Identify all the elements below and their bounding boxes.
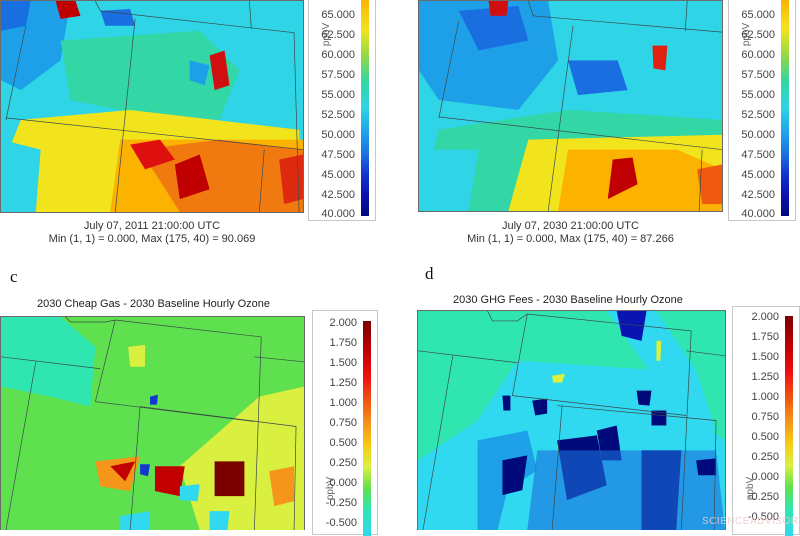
legend-tick: 0.250 [329, 457, 357, 469]
panel-label-d: d [425, 264, 434, 283]
legend-tick: -0.500 [747, 511, 779, 523]
legend-tick: -0.250 [325, 497, 357, 509]
legend-tick: 1.000 [751, 391, 779, 403]
legend-tick: 42.500 [321, 189, 355, 201]
colorbar-legend-panel-c: ppbV 2.000 1.750 1.500 1.250 1.000 0.750… [312, 310, 378, 536]
legend-tick: -0.500 [325, 517, 357, 529]
panel-title-d: 2030 GHG Fees - 2030 Baseline Hourly Ozo… [453, 294, 683, 306]
legend-tick: 0.500 [329, 437, 357, 449]
legend-tick: 42.500 [741, 189, 775, 201]
legend-tick: 60.000 [321, 49, 355, 61]
legend-tick: 0.250 [751, 451, 779, 463]
ozone-field-2030 [419, 1, 722, 211]
legend-tick: 1.250 [329, 377, 357, 389]
legend-tick: 62.500 [741, 29, 775, 41]
ozone-difference-field-cheap-gas [1, 317, 304, 530]
legend-tick: 1.000 [329, 397, 357, 409]
legend-tick: 57.500 [321, 69, 355, 81]
legend-tick: 0.750 [751, 411, 779, 423]
legend-tick: 60.000 [741, 49, 775, 61]
legend-tick: 65.000 [741, 9, 775, 21]
colorbar-legend-panel-d: ppbV 2.000 1.750 1.500 1.250 1.000 0.750… [732, 306, 800, 536]
legend-tick: 0.500 [751, 431, 779, 443]
map-panel-d-ghg-fees-difference [417, 310, 726, 530]
legend-tick: 55.000 [321, 89, 355, 101]
map-panel-b-2030-ozone [418, 0, 723, 212]
caption-minmax: Min (1, 1) = 0.000, Max (175, 40) = 90.0… [48, 233, 256, 245]
legend-tick: 52.500 [321, 109, 355, 121]
legend-tick: 65.000 [321, 9, 355, 21]
colorbar [785, 316, 793, 536]
legend-tick: 0.750 [329, 417, 357, 429]
legend-tick: 52.500 [741, 109, 775, 121]
legend-tick: 0.000 [751, 471, 779, 483]
colorbar-legend-panel-b: ppbV 65.000 62.500 60.000 57.500 55.000 … [728, 0, 796, 221]
map-panel-a-2011-ozone [0, 0, 304, 213]
colorbar [361, 0, 369, 216]
caption-timestamp: July 07, 2011 21:00:00 UTC [83, 220, 221, 232]
legend-tick: 55.000 [741, 89, 775, 101]
caption-minmax: Min (1, 1) = 0.000, Max (175, 40) = 87.2… [467, 233, 674, 245]
watermark: SCIENCEADVISOR [702, 516, 799, 527]
ozone-field-2011 [1, 1, 303, 212]
legend-tick: 0.000 [329, 477, 357, 489]
legend-tick: 1.750 [751, 331, 779, 343]
legend-tick: 1.750 [329, 337, 357, 349]
colorbar [363, 321, 371, 536]
legend-tick: 62.500 [321, 29, 355, 41]
colorbar-legend-panel-a: ppbV 65.000 62.500 60.000 57.500 55.000 … [308, 0, 376, 221]
ozone-difference-field-ghg-fees [418, 311, 725, 530]
legend-tick: 57.500 [741, 69, 775, 81]
legend-tick: 45.000 [741, 169, 775, 181]
map-panel-c-cheap-gas-difference [0, 316, 305, 530]
caption-panel-b: July 07, 2030 21:00:00 UTC Min (1, 1) = … [418, 220, 723, 246]
panel-label-c: c [10, 267, 18, 286]
caption-timestamp: July 07, 2030 21:00:00 UTC [502, 220, 639, 232]
legend-tick: 47.500 [741, 149, 775, 161]
legend-tick: 1.250 [751, 371, 779, 383]
legend-tick: 1.500 [329, 357, 357, 369]
colorbar [781, 0, 789, 216]
panel-title-c: 2030 Cheap Gas - 2030 Baseline Hourly Oz… [37, 298, 270, 310]
legend-tick: 2.000 [329, 317, 357, 329]
legend-tick: 40.000 [741, 208, 775, 220]
caption-panel-a: July 07, 2011 21:00:00 UTC Min (1, 1) = … [0, 220, 304, 246]
legend-tick: 50.000 [321, 129, 355, 141]
legend-tick: 1.500 [751, 351, 779, 363]
legend-tick: 40.000 [321, 208, 355, 220]
legend-tick: 45.000 [321, 169, 355, 181]
legend-tick: 50.000 [741, 129, 775, 141]
legend-tick: 47.500 [321, 149, 355, 161]
legend-tick: -0.250 [747, 491, 779, 503]
legend-tick: 2.000 [751, 311, 779, 323]
